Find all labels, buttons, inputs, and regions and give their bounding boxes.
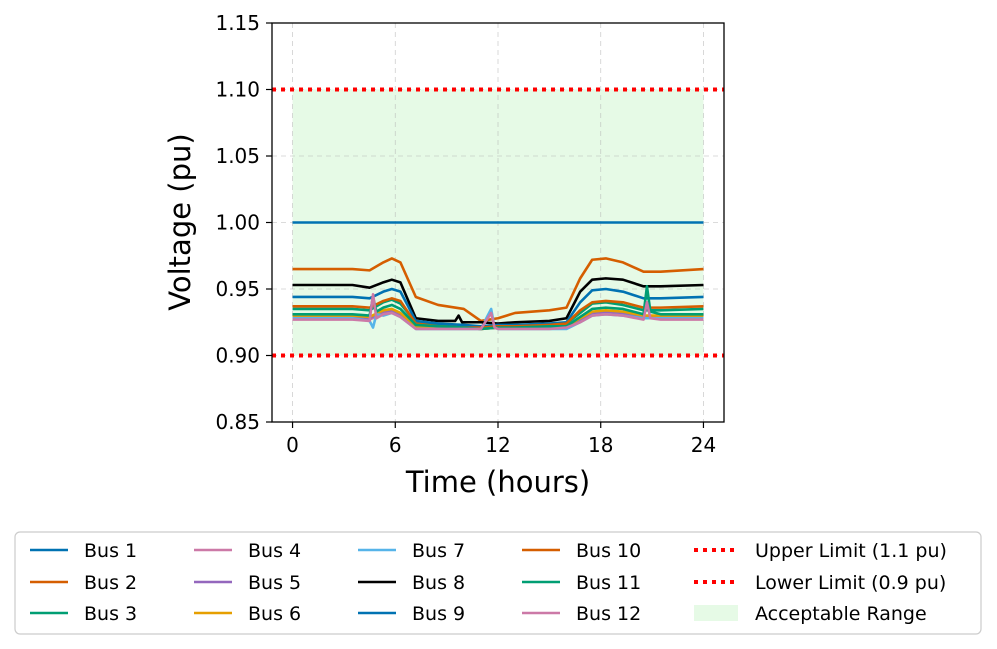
legend-label: Bus 1 — [84, 540, 137, 562]
y-axis-title: Voltage (pu) — [163, 133, 197, 310]
legend-label: Lower Limit (0.9 pu) — [755, 572, 946, 594]
legend-label: Bus 5 — [248, 572, 301, 594]
legend-label: Acceptable Range — [755, 603, 927, 625]
x-axis-title: Time (hours) — [405, 465, 590, 499]
legend: Bus 1 Bus 2 Bus 3 Bus 4 Bus 5 Bus 6 Bus 7 Bus 8… — [14, 531, 982, 635]
series-line-bus-2 — [292, 257, 704, 323]
legend-item-bus-9: Bus 9 — [358, 603, 465, 625]
x-tick-label: 18 — [588, 433, 613, 457]
series-line-bus-10 — [292, 297, 704, 329]
legend-item-upper-limit-1-1-pu: Upper Limit (1.1 pu) — [694, 540, 947, 562]
legend-label: Upper Limit (1.1 pu) — [755, 540, 947, 562]
legend-label: Bus 8 — [412, 572, 465, 594]
series-lines — [292, 221, 704, 331]
legend-label: Bus 10 — [576, 540, 641, 562]
legend-item-acceptable-range: Acceptable Range — [694, 603, 927, 625]
legend-label: Bus 3 — [84, 603, 137, 625]
legend-item-bus-3: Bus 3 — [30, 603, 137, 625]
legend-item-bus-12: Bus 12 — [522, 603, 641, 625]
y-tick-label: 0.90 — [215, 344, 260, 368]
legend-label: Bus 12 — [576, 603, 641, 625]
legend-swatch — [694, 605, 738, 621]
legend-box — [14, 531, 982, 635]
legend-label: Bus 7 — [412, 540, 465, 562]
x-tick-label: 0 — [286, 433, 299, 457]
series-line-bus-12 — [292, 293, 704, 331]
legend-item-bus-4: Bus 4 — [194, 540, 301, 562]
legend-label: Bus 2 — [84, 572, 137, 594]
y-tick-label: 0.95 — [215, 277, 260, 301]
legend-item-bus-6: Bus 6 — [194, 603, 301, 625]
legend-label: Bus 11 — [576, 572, 641, 594]
legend-label: Bus 9 — [412, 603, 465, 625]
x-tick-label: 6 — [389, 433, 402, 457]
legend-label: Bus 6 — [248, 603, 301, 625]
y-tick-label: 1.00 — [215, 211, 260, 235]
legend-item-lower-limit-0-9-pu: Lower Limit (0.9 pu) — [694, 572, 946, 594]
y-tick-label: 1.15 — [215, 11, 260, 35]
y-tick-label: 1.10 — [215, 78, 260, 102]
legend-item-bus-7: Bus 7 — [358, 540, 465, 562]
series-line-bus-8 — [292, 277, 704, 325]
legend-item-bus-10: Bus 10 — [522, 540, 641, 562]
legend-item-bus-11: Bus 11 — [522, 572, 641, 594]
legend-label: Bus 4 — [248, 540, 301, 562]
axis-ticks: 0 6 12 18 24 0.85 0.90 0.95 1.00 1.05 1.10 1.15 — [215, 11, 716, 457]
series-line-bus-9 — [292, 287, 704, 328]
legend-item-bus-2: Bus 2 — [30, 572, 137, 594]
legend-item-bus-1: Bus 1 — [30, 540, 137, 562]
limit-lines — [272, 87, 724, 358]
legend-item-bus-8: Bus 8 — [358, 572, 465, 594]
legend-item-bus-5: Bus 5 — [194, 572, 301, 594]
y-tick-label: 1.05 — [215, 144, 260, 168]
y-tick-label: 0.85 — [215, 410, 260, 434]
x-tick-label: 12 — [485, 433, 510, 457]
x-tick-label: 24 — [691, 433, 716, 457]
